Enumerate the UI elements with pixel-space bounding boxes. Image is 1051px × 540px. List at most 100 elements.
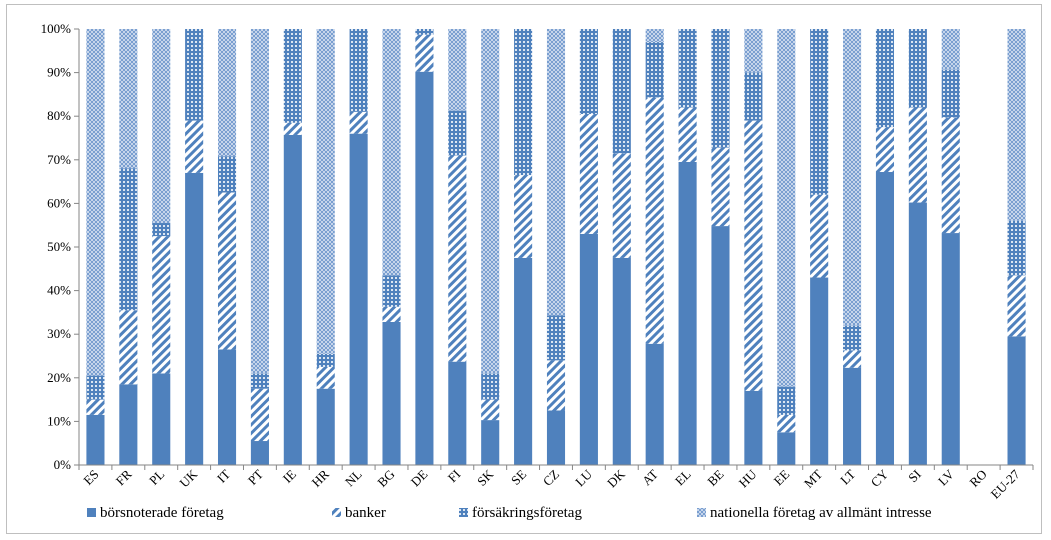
bar-segment-lv-s0 [941,233,960,465]
bar-group-lv [941,29,960,465]
x-tick-label: FI [445,467,464,486]
bar-group-it [217,29,237,465]
bar-segment-lv-s1 [941,117,960,234]
bar-group-ee [777,29,796,465]
bar-segment-hu-s1 [744,120,763,391]
bar-segment-pt-s0 [250,441,269,465]
bar-group-fr [119,29,138,465]
bar-segment-si-s2 [908,29,927,108]
bar-segment-cz-s2 [546,315,566,361]
bar-segment-es-s1 [86,399,105,415]
bar-segment-be-s1 [711,147,730,227]
bar-segment-lu-s2 [579,29,598,115]
x-tick-label: NL [342,466,365,489]
y-axis: 0% 10% 20% 30% 40% 50% 60% 70% 80% 90% 100% [41,21,80,472]
bar-group-lu [579,29,598,465]
bar-segment-hu-s2 [744,72,763,121]
bar-segment-fi-s0 [448,361,467,465]
bar-segment-pt-s2 [250,373,269,389]
x-tick-label: SK [474,466,497,489]
bar-segment-be-s2 [711,29,730,148]
bar-segment-lv-s3 [941,29,960,70]
bar-segment-ie-s1 [283,122,302,135]
bar-segment-it-s1 [217,192,237,350]
bar-group-dk [612,29,631,465]
bar-segment-de-s1 [415,34,434,72]
y-tick-label: 90% [47,65,71,80]
bar-segment-eu-27-s1 [1007,275,1026,337]
bar-group-sk [481,29,500,465]
bar-group-si [908,29,927,465]
bar-segment-dk-s1 [612,153,631,258]
bar-segment-cy-s2 [875,29,895,128]
x-tick-label: SE [508,466,529,487]
bar-segment-uk-s0 [185,172,204,465]
bar-segment-es-s2 [86,375,105,400]
y-tick-label: 30% [47,326,71,341]
bar-segment-sk-s2 [481,373,500,400]
stacked-bar-chart: 0% 10% 20% 30% 40% 50% 60% 70% 80% 90% 100% ES FR PL… [41,21,1034,521]
bar-segment-de-s0 [415,71,434,465]
bar-group-de [415,29,434,465]
bar-segment-ee-s1 [777,414,796,433]
y-tick-label: 50% [47,239,71,254]
x-axis: ES FR PL UK IT PT IE HR NL BG DE FI SK SE CZ LU DK AT EL BE… [78,464,1034,502]
bar-segment-at-s1 [645,97,664,344]
bar-group-pl [152,29,171,465]
bar-segment-el-s0 [678,161,697,466]
bar-segment-se-s1 [514,175,533,258]
bar-segment-lt-s3 [843,29,862,326]
y-tick-label: 80% [47,108,71,123]
x-tick-label: IT [214,466,233,485]
bar-segment-cy-s0 [875,172,895,465]
legend-item-3: nationella företag av allmänt intresse [697,505,932,521]
bar-group-cy [875,29,895,465]
bar-segment-pt-s1 [250,388,269,442]
bar-segment-cz-s0 [546,410,566,465]
bar-segment-hr-s2 [316,353,335,367]
bar-segment-fi-s1 [448,155,467,362]
bar-group-hr [316,29,335,465]
legend-label: banker [345,505,386,521]
legend-swatch [87,508,96,517]
bar-segment-mt-s0 [810,277,829,465]
bar-segment-pl-s3 [152,29,171,224]
legend-label: försäkringsföretag [472,505,582,521]
bar-segment-lt-s1 [843,350,862,368]
bar-segment-uk-s2 [185,29,204,121]
bar-segment-eu-27-s3 [1007,29,1026,221]
bar-group-lt [843,29,862,465]
bar-segment-bg-s0 [382,321,401,465]
bar-segment-sk-s3 [481,29,500,374]
x-tick-label: EE [771,466,793,488]
x-tick-label: CY [868,466,892,490]
bar-segment-fi-s2 [448,110,467,156]
bar-segment-dk-s2 [612,29,631,154]
x-tick-label: HR [308,466,332,490]
bar-segment-lu-s0 [579,233,598,465]
y-tick-label: 70% [47,152,71,167]
x-tick-label: MT [801,466,825,490]
bar-segment-ee-s2 [777,386,796,415]
bar-group-hu [744,29,763,465]
y-tick-label: 40% [47,283,71,298]
legend-item-0: börsnoterade företag [87,505,224,521]
chart-frame: 0% 10% 20% 30% 40% 50% 60% 70% 80% 90% 100% ES FR PL… [6,4,1042,534]
x-tick-label: DK [604,466,628,490]
x-tick-label: SI [905,467,924,486]
x-tick-label: LT [837,466,858,487]
bar-segment-se-s2 [514,29,533,176]
bar-segment-at-s3 [645,29,664,43]
legend-swatch [332,508,341,517]
x-tick-label: EL [672,466,694,488]
bar-segment-fr-s3 [119,29,138,169]
legend-item-1: banker [332,505,386,521]
bar-segment-lv-s2 [941,69,960,118]
y-tick-label: 20% [47,370,71,385]
bar-group-es [86,29,105,465]
bar-group-at [645,29,664,465]
bar-segment-eu-27-s0 [1007,336,1026,465]
bar-segment-it-s0 [217,349,237,465]
bar-segment-ie-s0 [283,134,302,465]
bar-group-mt [810,29,829,465]
